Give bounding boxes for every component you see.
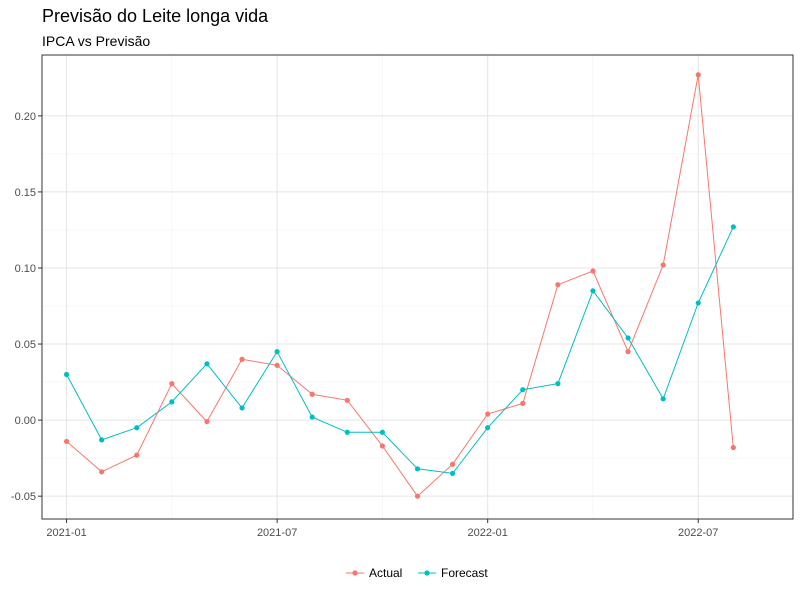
y-tick-label: -0.05	[11, 491, 36, 503]
legend-key-point-actual	[352, 570, 358, 576]
data-point-actual	[730, 444, 736, 451]
y-tick-label: 0.20	[15, 111, 36, 123]
series-line-actual	[66, 74, 734, 497]
data-point-forecast	[590, 288, 596, 294]
data-point-actual	[239, 356, 245, 362]
x-tick-label: 2021-01	[46, 527, 86, 539]
data-point-actual	[625, 349, 631, 355]
x-tick-label: 2022-01	[467, 527, 507, 539]
data-point-actual	[274, 362, 280, 368]
data-point-actual	[449, 461, 456, 467]
data-point-forecast	[625, 335, 631, 341]
data-point-actual	[204, 419, 210, 425]
data-point-actual	[520, 400, 526, 406]
plot-panel-border	[41, 54, 794, 520]
data-point-forecast	[379, 429, 386, 435]
legend-label-actual: Actual	[369, 566, 402, 580]
chart-title: Previsão do Leite longa vida	[42, 6, 269, 26]
data-point-forecast	[134, 425, 140, 431]
data-point-forecast	[449, 470, 456, 476]
data-point-forecast	[63, 371, 70, 378]
data-point-actual	[63, 438, 70, 445]
data-point-actual	[309, 391, 315, 397]
data-point-forecast	[485, 425, 491, 431]
data-point-forecast	[204, 361, 210, 367]
data-point-forecast	[414, 466, 421, 472]
data-point-forecast	[344, 429, 350, 435]
data-point-actual	[590, 268, 596, 274]
chart-subtitle: IPCA vs Previsão	[42, 33, 151, 49]
data-point-actual	[344, 397, 350, 403]
data-point-actual	[555, 282, 561, 288]
y-tick-label: 0.00	[15, 415, 36, 427]
y-tick-label: 0.05	[15, 339, 36, 351]
legend-label-forecast: Forecast	[441, 566, 488, 580]
data-point-forecast	[730, 224, 736, 230]
data-point-actual	[485, 411, 491, 417]
legend-key-point-forecast	[424, 570, 430, 576]
y-tick-label: 0.10	[15, 263, 36, 275]
data-point-actual	[169, 381, 175, 387]
data-point-actual	[99, 469, 105, 475]
data-point-forecast	[309, 414, 315, 420]
data-point-forecast	[274, 349, 280, 355]
data-point-actual	[134, 452, 140, 458]
x-tick-label: 2022-07	[678, 527, 718, 539]
y-tick-label: 0.15	[15, 187, 36, 199]
data-point-actual	[695, 72, 701, 78]
data-point-forecast	[169, 399, 175, 405]
data-point-forecast	[555, 381, 561, 387]
series-line-forecast	[66, 226, 734, 474]
data-point-forecast	[520, 387, 526, 393]
data-point-forecast	[99, 437, 105, 443]
x-tick-label: 2021-07	[257, 527, 297, 539]
data-point-actual	[379, 443, 386, 449]
data-point-forecast	[695, 300, 701, 306]
data-point-actual	[660, 262, 666, 268]
data-point-forecast	[239, 405, 245, 411]
data-point-forecast	[660, 396, 666, 402]
data-point-actual	[414, 493, 421, 499]
